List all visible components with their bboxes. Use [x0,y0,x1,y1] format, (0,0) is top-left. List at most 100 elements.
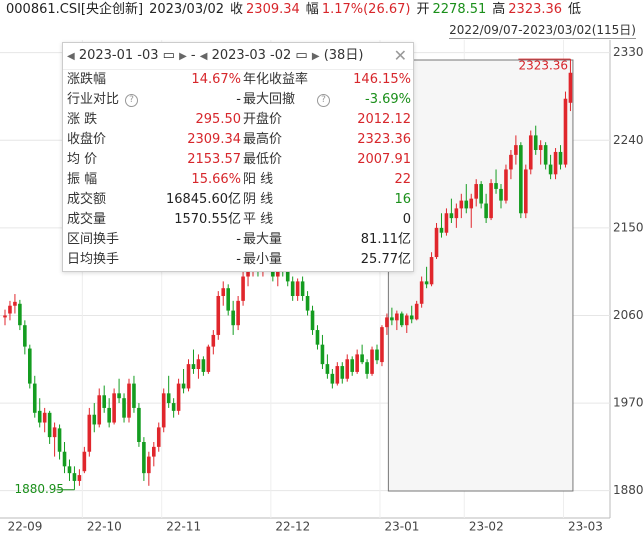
popup-header: ◀ 2023-01 -03 ▭ ▶ - ◀ 2023-03 -02 ▭ ▶ (3… [63,43,413,70]
candle-body [335,366,340,384]
x-tick-label: 22-11 [166,520,201,534]
candle-body [350,359,354,372]
stats-value: - [236,92,241,107]
start-date[interactable]: 2023-01 -03 [78,48,159,63]
candle-body [206,346,211,372]
candle-body [137,407,141,442]
candle-body [186,364,191,389]
candle-body [459,200,464,209]
stats-label: 阴 线 [243,192,274,207]
candle-body [375,349,379,361]
stats-label: 行业对比 [67,92,120,107]
header-label: 开 [416,2,430,17]
candle-body [395,313,399,321]
x-tick-label: 23-02 [469,520,504,534]
candle-body [524,169,528,214]
candle-body [102,395,106,408]
candle-body [142,441,146,474]
candle-body [62,451,67,467]
candle-body [295,281,300,296]
candle-body [191,364,196,369]
stats-popup: ◀ 2023-01 -03 ▭ ▶ - ◀ 2023-03 -02 ▭ ▶ (3… [62,42,414,272]
candle-body [107,407,111,423]
header-label: 幅 [305,2,319,17]
close-button[interactable]: ✕ [393,46,407,65]
candle-body [434,227,439,258]
candle-body [558,151,563,165]
candle-body [171,403,176,411]
y-tick-label: 2240 [613,133,644,147]
candle-body [72,473,77,481]
header-label: 000861.CSI[央企创新] [6,2,144,17]
candle-body [117,393,121,399]
x-tick-label: 22-09 [8,520,43,534]
candle-body [385,317,389,328]
y-tick-label: 1970 [613,396,644,410]
candle-body [196,359,201,369]
candle-body [464,200,469,209]
stats-value: 295.50 [195,112,242,127]
candle-body [484,203,488,219]
stats-value: 1570.55亿 [174,212,241,227]
stats-label: 最大回撤 [243,92,296,107]
stats-value: 16 [394,192,411,207]
stats-label: 收盘价 [67,132,107,147]
candle-body [479,184,483,204]
candle-body [568,72,573,103]
header-value: 2309.34 [246,2,300,17]
end-date[interactable]: 2023-03 -02 [211,48,292,63]
candle-body [370,349,374,374]
stats-row: 均 价 2153.57 最低价 2007.91 [63,150,413,170]
candle-body [528,135,533,170]
stats-label: 涨跌幅 [67,72,107,87]
range-text[interactable]: 2022/09/07-2023/03/02(115日) [449,23,636,39]
stats-value: 16845.60亿 [165,192,241,207]
stats-value: 0 [402,212,411,227]
stats-value: 2323.36 [357,132,411,147]
candle-body [32,383,37,413]
stats-value: 22 [394,172,411,187]
stats-value: 15.66% [191,172,241,187]
candle-body [444,213,449,233]
stats-label: 阳 线 [243,172,274,187]
help-icon: ? [125,94,138,107]
stats-row: 振 幅 15.66% 阳 线 22 [63,170,413,190]
candle-body [221,288,226,296]
stats-label: 最低价 [243,152,283,167]
candle-body [454,208,459,219]
stats-label: 最大量 [243,232,283,247]
candle-body [509,154,513,170]
stats-value: 2012.12 [357,112,411,127]
candle-body [563,98,568,165]
candle-body [380,327,384,363]
candle-body [400,313,404,326]
header-value: 2323.36 [508,2,563,17]
stats-row: 收盘价 2309.34 最高价 2323.36 [63,130,413,150]
candle-body [285,268,290,282]
candle-body [127,383,131,418]
candle-body [211,334,216,347]
candle-body [231,310,235,326]
candle-body [489,183,493,219]
candle-body [18,303,22,326]
stats-label: 区间换手 [67,232,120,247]
candle-body [474,184,478,199]
candle-body [519,145,523,214]
candle-body [514,145,518,155]
stats-label: 年化收益率 [243,72,309,87]
candle-body [300,281,305,296]
stats-label: 振 幅 [67,172,98,187]
candle-body [345,359,350,379]
candle-body [112,393,116,423]
stats-value: - [236,232,241,247]
candle-body [77,475,82,481]
candle-body [390,317,394,321]
stats-value: 25.77亿 [360,252,411,267]
header-label: 高 [492,2,506,17]
stats-label: 最高价 [243,132,283,147]
candle-body [236,300,240,326]
candle-body [13,301,17,306]
y-tick-label: 2150 [613,220,644,234]
